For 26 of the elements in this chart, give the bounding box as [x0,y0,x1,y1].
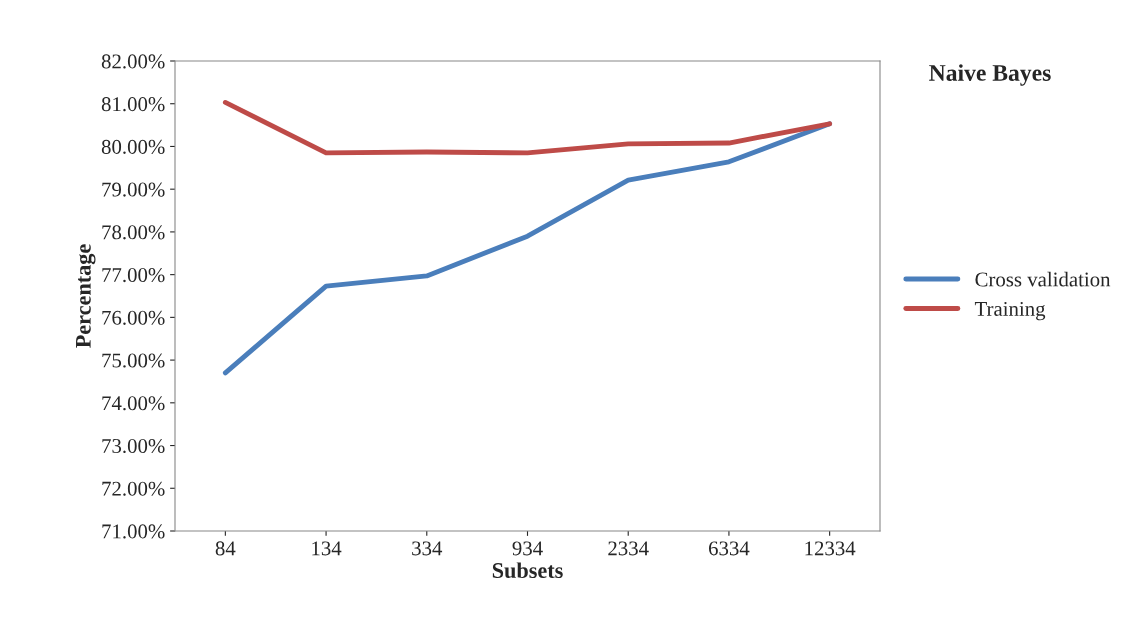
text: Naive Bayes [929,64,1051,86]
y-tick-label: 72.00% [102,481,165,496]
x-tick-label: 334 [412,541,443,556]
y-tick-label: 82.00% [101,54,165,69]
x-tick-label: 12334 [805,541,856,556]
y-tick-label: 81.00% [101,97,165,112]
x-tick-label: 6334 [708,541,750,556]
legend-label: Training [974,301,1046,321]
y-tick-label: 78.00% [102,225,165,240]
y-tick-label: 73.00% [102,438,165,454]
x-axis-title: Subsets [492,562,563,579]
legend-label: Cross validation [975,271,1111,287]
y-tick-label: 79.00% [102,182,165,197]
y-tick-label: 75.00% [102,353,165,368]
y-axis-title: Percentage [76,244,96,348]
y-tick-label: 77.00% [102,268,165,283]
x-tick-label: 84 [215,541,236,556]
y-tick-label: 74.00% [102,396,165,411]
x-tick-label: 934 [512,541,543,556]
y-tick-label: 76.00% [102,310,165,325]
line-series [222,121,833,376]
x-tick-label: 2334 [608,541,649,556]
y-tick-label: 71.00% [102,524,165,539]
y-tick-label: 80.00% [101,139,165,154]
x-tick-label: 134 [312,541,342,556]
line-series [222,100,833,156]
